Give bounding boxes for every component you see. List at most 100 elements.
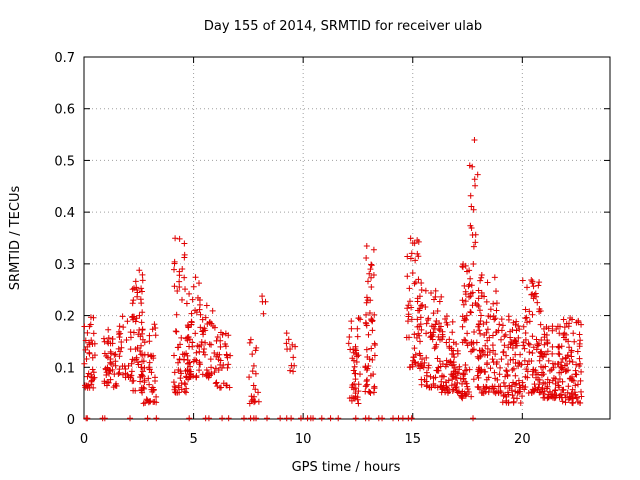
- data-point: [120, 324, 127, 331]
- data-point: [262, 298, 269, 305]
- data-point: [130, 329, 137, 336]
- data-point: [454, 350, 461, 357]
- data-point: [540, 364, 547, 371]
- data-point: [264, 415, 271, 422]
- y-tick-label: 0: [67, 413, 75, 428]
- data-point: [519, 382, 526, 389]
- data-point: [505, 399, 512, 406]
- data-point: [181, 380, 188, 387]
- data-point: [537, 321, 544, 328]
- data-point: [139, 288, 146, 295]
- data-point: [171, 352, 178, 359]
- data-point: [574, 381, 581, 388]
- data-point: [462, 337, 469, 344]
- data-point: [310, 415, 317, 422]
- data-point: [101, 350, 108, 357]
- data-point: [571, 338, 578, 345]
- data-point: [491, 274, 498, 281]
- data-point: [418, 302, 425, 309]
- data-point: [417, 321, 424, 328]
- data-point: [500, 348, 507, 355]
- data-point: [503, 367, 510, 374]
- data-point: [130, 297, 137, 304]
- data-point: [419, 302, 426, 309]
- data-point: [464, 385, 471, 392]
- data-point: [565, 383, 572, 390]
- data-point: [409, 361, 416, 368]
- data-point: [223, 352, 230, 359]
- data-point: [106, 370, 113, 377]
- data-point: [569, 399, 576, 406]
- data-point: [188, 318, 195, 325]
- data-point: [247, 336, 254, 343]
- data-point: [171, 283, 178, 290]
- data-point: [492, 315, 499, 322]
- data-point: [499, 399, 506, 406]
- data-point: [462, 298, 469, 305]
- data-point: [371, 311, 378, 318]
- data-point: [555, 343, 562, 350]
- data-point: [462, 262, 469, 269]
- data-point: [490, 347, 497, 354]
- data-point: [538, 350, 545, 357]
- data-point: [502, 331, 509, 338]
- data-point: [464, 268, 471, 275]
- data-point: [176, 356, 183, 363]
- data-point: [525, 340, 532, 347]
- data-point: [484, 352, 491, 359]
- data-point: [366, 356, 373, 363]
- data-point: [283, 340, 290, 347]
- data-point: [185, 324, 192, 331]
- data-point: [449, 329, 456, 336]
- data-point: [557, 323, 564, 330]
- data-point: [138, 300, 145, 307]
- data-point: [446, 387, 453, 394]
- data-point: [368, 345, 375, 352]
- data-point: [459, 395, 466, 402]
- data-point: [431, 296, 438, 303]
- data-point: [363, 294, 370, 301]
- data-point: [186, 290, 193, 297]
- data-point: [451, 354, 458, 361]
- data-point: [428, 323, 435, 330]
- data-point: [477, 277, 484, 284]
- data-point: [148, 369, 155, 376]
- data-point: [504, 371, 511, 378]
- data-point: [81, 360, 88, 367]
- data-point: [438, 389, 445, 396]
- data-point: [540, 394, 547, 401]
- data-point: [139, 352, 146, 359]
- data-point: [415, 276, 422, 283]
- data-point: [348, 318, 355, 325]
- data-point: [490, 300, 497, 307]
- data-point: [463, 312, 470, 319]
- data-points: [81, 136, 585, 422]
- data-point: [509, 392, 516, 399]
- data-point: [150, 352, 157, 359]
- data-point: [459, 297, 466, 304]
- data-point: [367, 266, 374, 273]
- data-point: [140, 358, 147, 365]
- data-point: [515, 334, 522, 341]
- data-point: [192, 330, 199, 337]
- data-point: [90, 376, 97, 383]
- data-point: [520, 342, 527, 349]
- data-point: [355, 388, 362, 395]
- data-point: [255, 389, 262, 396]
- data-point: [100, 335, 107, 342]
- data-point: [177, 375, 184, 382]
- data-point: [431, 345, 438, 352]
- data-point: [132, 387, 139, 394]
- data-point: [500, 379, 507, 386]
- data-point: [483, 384, 490, 391]
- data-point: [450, 361, 457, 368]
- data-point: [515, 359, 522, 366]
- data-point: [136, 312, 143, 319]
- data-point: [560, 316, 567, 323]
- data-point: [184, 337, 191, 344]
- data-point: [109, 366, 116, 373]
- data-point: [407, 235, 414, 242]
- data-point: [427, 373, 434, 380]
- data-point: [371, 340, 378, 347]
- data-point: [409, 269, 416, 276]
